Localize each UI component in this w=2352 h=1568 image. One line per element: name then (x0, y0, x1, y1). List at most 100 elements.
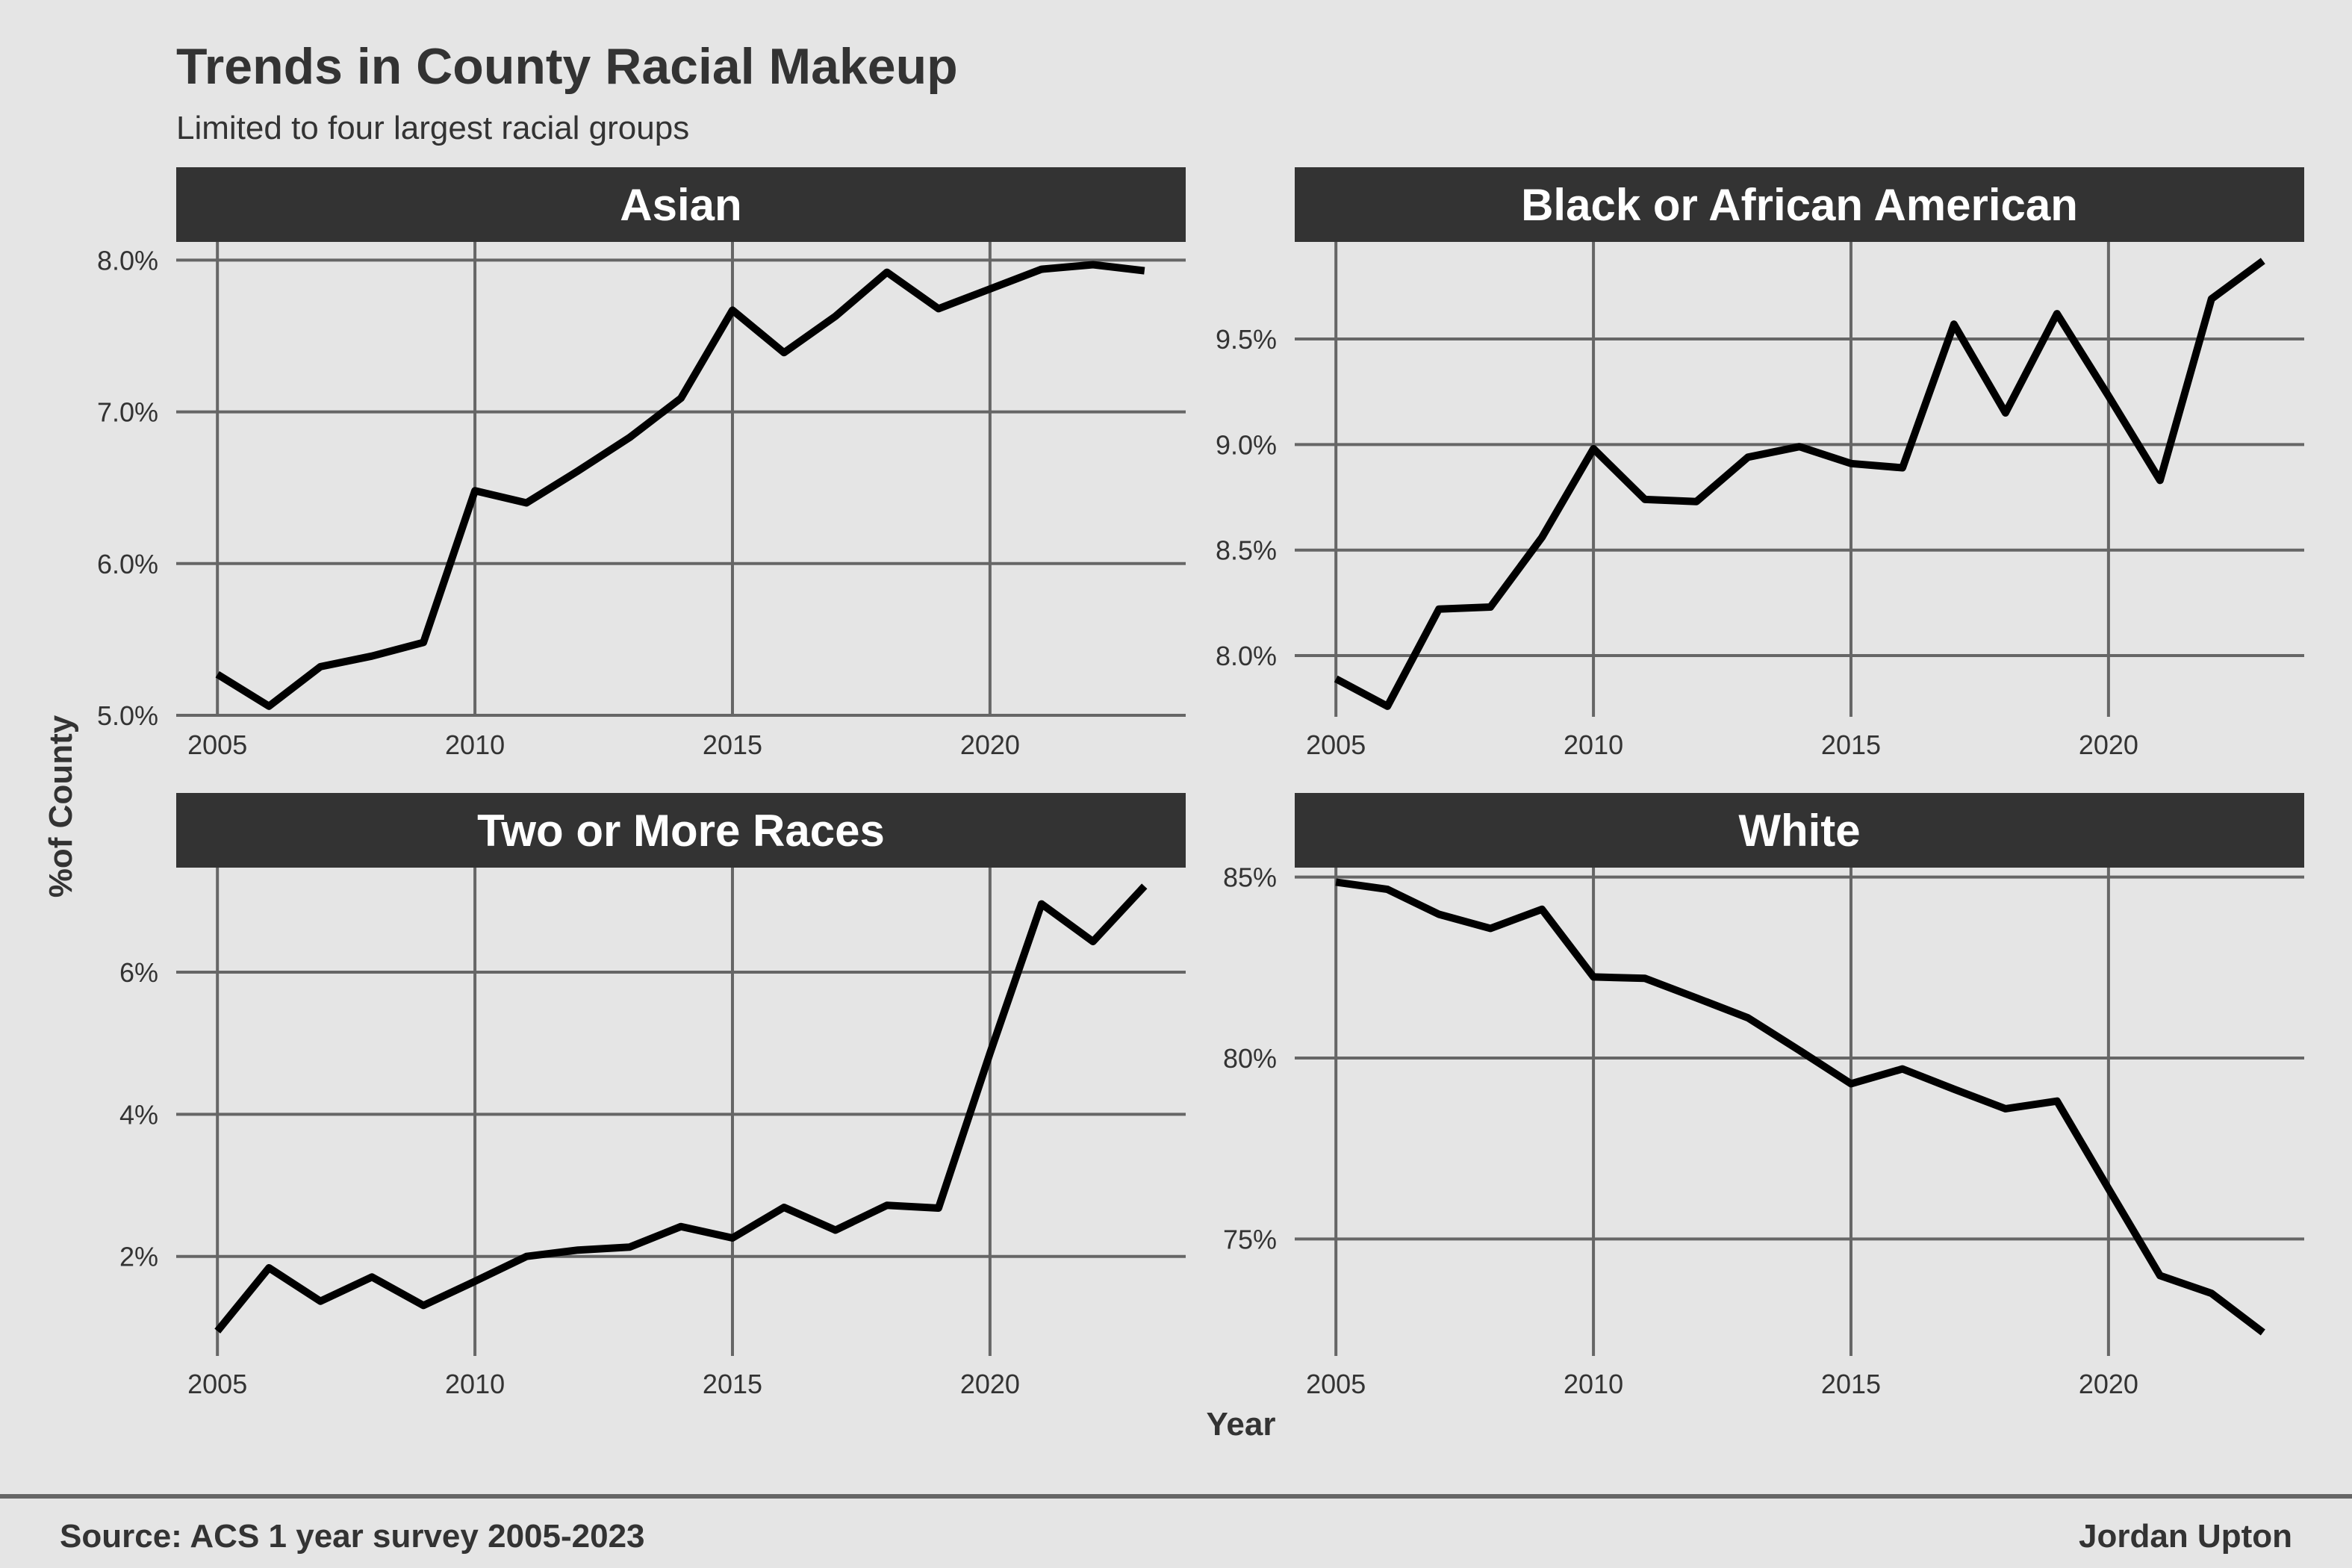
data-point (1038, 266, 1045, 273)
x-tick-label: 2005 (187, 729, 247, 760)
data-point (574, 467, 582, 475)
data-point (265, 1264, 273, 1272)
x-tick-label: 2015 (703, 1369, 762, 1399)
data-point (1950, 1086, 1958, 1093)
data-point (1384, 886, 1391, 893)
data-point (1641, 974, 1649, 982)
x-tick-label: 2020 (960, 1369, 1020, 1399)
y-tick-label: 2% (119, 1242, 158, 1272)
data-point (1847, 1080, 1855, 1087)
data-point (1950, 320, 1958, 328)
data-point (317, 1298, 324, 1305)
y-tick-label: 8.5% (1216, 535, 1277, 566)
y-axis-title: %of County (43, 715, 79, 897)
strip-label-white: White (1738, 806, 1860, 856)
panel-two-or-more-races: Two or More Races 2005 2010 2015 2020 2% 4% 6% (119, 793, 1186, 1399)
data-point (1141, 883, 1148, 890)
y-tick-label: 6% (119, 957, 158, 988)
data-point (1641, 496, 1649, 503)
data-point (574, 1246, 582, 1254)
data-point (1384, 703, 1391, 710)
data-point (1487, 924, 1494, 932)
data-point (420, 638, 427, 646)
strip-label-black-or-african-american: Black or African American (1521, 180, 2078, 230)
data-point (214, 1328, 221, 1335)
x-tick-label: 2020 (960, 729, 1020, 760)
data-point (2156, 1272, 2164, 1279)
data-point (1089, 938, 1097, 945)
data-point (2259, 1328, 2267, 1336)
chart-title: Trends in County Racial Makeup (176, 38, 958, 95)
x-tick-label: 2010 (445, 1369, 505, 1399)
x-tick-label: 2020 (2079, 1369, 2138, 1399)
data-point (265, 703, 273, 710)
data-point (626, 1243, 633, 1251)
x-tick-label: 2005 (187, 1369, 247, 1399)
data-point (471, 1278, 479, 1285)
data-point (935, 1204, 942, 1212)
series-line-white (1336, 882, 2263, 1332)
data-point (1744, 1014, 1752, 1021)
data-point (2208, 295, 2215, 302)
panel-white: White 2005 2010 2015 2020 75% 80% 85% (1223, 793, 2304, 1399)
data-point (1899, 1065, 1906, 1073)
data-point (1693, 498, 1700, 505)
author-caption: Jordan Upton (2079, 1518, 2292, 1555)
data-point (1038, 900, 1045, 908)
y-tick-label: 9.5% (1216, 324, 1277, 355)
data-point (1332, 878, 1340, 886)
series-line-asian (217, 265, 1145, 706)
y-tick-label: 5.0% (97, 700, 158, 731)
panel-black-or-african-american: Black or African American 2005 2010 2015 202… (1216, 167, 2304, 760)
data-point (1899, 464, 1906, 471)
data-point (677, 394, 685, 402)
data-point (1590, 445, 1597, 452)
data-point (832, 1227, 839, 1234)
x-tick-label: 2010 (1564, 1369, 1623, 1399)
data-point (883, 269, 891, 276)
data-point (2053, 310, 2061, 317)
chart-subtitle: Limited to four largest racial groups (176, 110, 689, 146)
y-tick-label: 75% (1223, 1224, 1277, 1254)
data-point (2208, 1289, 2215, 1297)
y-tick-label: 9.0% (1216, 429, 1277, 460)
data-point (2053, 1098, 2061, 1105)
x-axis-title: Year (1207, 1406, 1276, 1443)
series-line-black-or-african-american (1336, 261, 2263, 706)
strip-label-asian: Asian (620, 180, 741, 230)
x-tick-label: 2005 (1306, 1369, 1366, 1399)
data-point (935, 305, 942, 312)
data-point (1487, 603, 1494, 611)
x-tick-label: 2005 (1306, 729, 1366, 760)
data-point (1693, 995, 1700, 1002)
data-point (1435, 606, 1443, 613)
series-line-two-or-more-races (217, 886, 1145, 1331)
data-point (626, 434, 633, 441)
x-tick-label: 2010 (445, 729, 505, 760)
x-tick-label: 2020 (2079, 729, 2138, 760)
data-point (523, 499, 530, 506)
y-tick-label: 4% (119, 1099, 158, 1130)
data-point (2156, 476, 2164, 484)
y-tick-label: 80% (1223, 1043, 1277, 1074)
data-point (986, 285, 994, 293)
source-caption: Source: ACS 1 year survey 2005-2023 (60, 1518, 645, 1555)
data-point (2105, 392, 2112, 399)
strip-label-two-or-more-races: Two or More Races (477, 806, 885, 856)
data-point (1796, 443, 1803, 450)
data-point (2002, 1105, 2009, 1113)
data-point (523, 1253, 530, 1260)
data-point (677, 1223, 685, 1231)
data-point (729, 306, 736, 314)
data-point (1089, 261, 1097, 268)
data-point (2002, 409, 2009, 417)
y-tick-label: 85% (1223, 862, 1277, 893)
y-tick-label: 6.0% (97, 549, 158, 579)
panel-asian: Asian 2005 2010 2015 2020 5.0% 6.0% 7.0% 8.0% (97, 167, 1186, 760)
data-point (1141, 267, 1148, 275)
x-tick-label: 2010 (1564, 729, 1623, 760)
y-tick-label: 8.0% (97, 245, 158, 276)
data-point (1538, 906, 1546, 913)
